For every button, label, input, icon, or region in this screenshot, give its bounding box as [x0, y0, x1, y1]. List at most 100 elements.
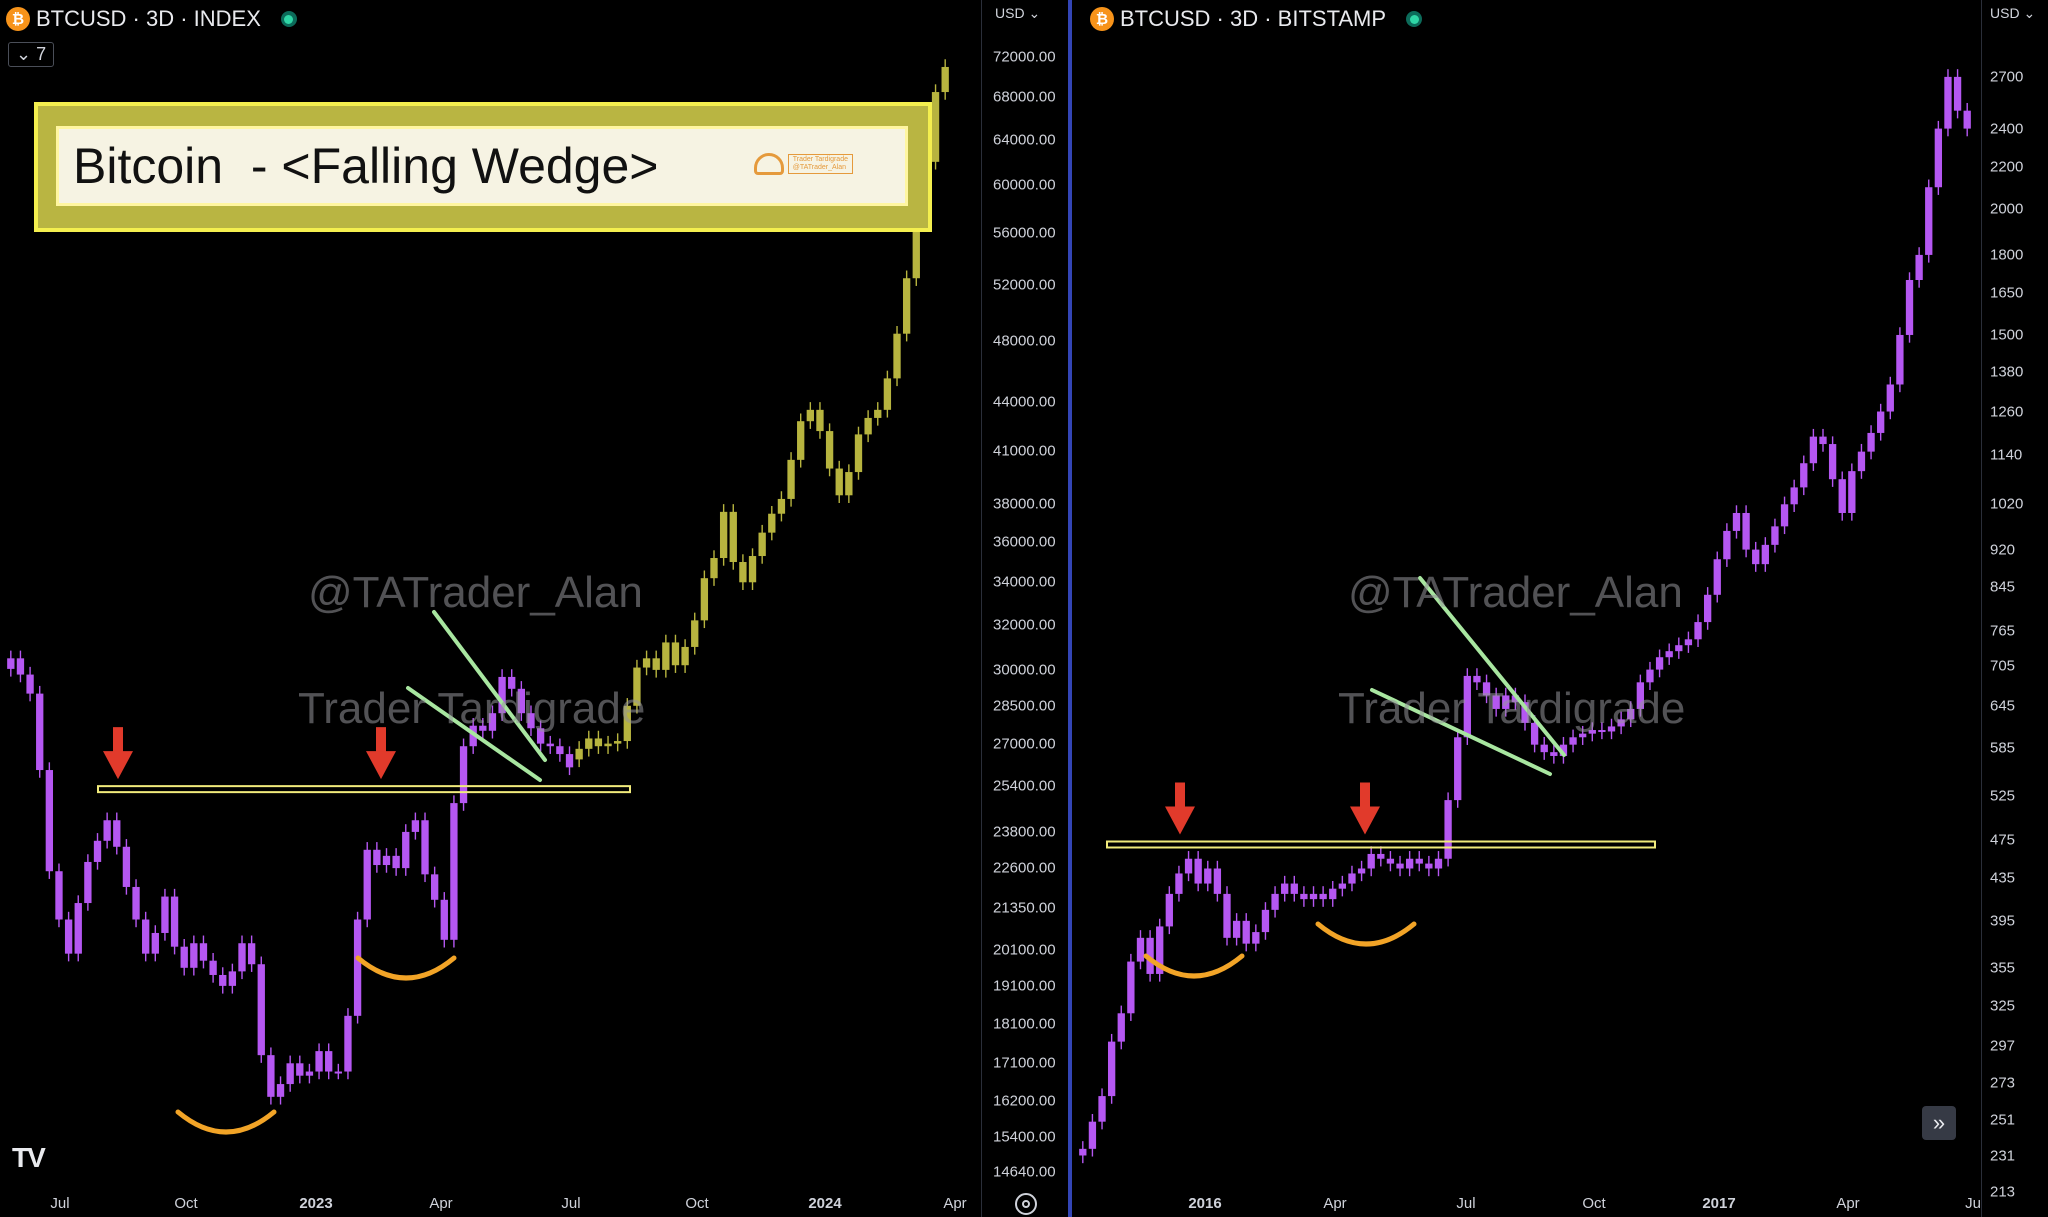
- candle-body: [729, 511, 737, 563]
- candle-body: [1107, 1041, 1116, 1097]
- left-symbol-header[interactable]: ₿ BTCUSD · 3D · INDEX: [6, 6, 297, 32]
- candle-body: [748, 556, 757, 583]
- candle-body: [1098, 1096, 1106, 1122]
- candle-body: [1684, 639, 1693, 646]
- left-price-tick: 68000.00: [993, 88, 1056, 106]
- candle-body: [1290, 883, 1298, 894]
- left-time-tick: 2024: [808, 1195, 842, 1212]
- left-currency-selector[interactable]: USD ⌄: [995, 5, 1040, 22]
- candle-body: [411, 820, 420, 832]
- candle-body: [1165, 893, 1173, 927]
- wedge-line[interactable]: [432, 610, 547, 762]
- candle-body: [488, 713, 497, 731]
- candle-body: [1886, 384, 1894, 412]
- left-chart-panel[interactable]: ₿ BTCUSD · 3D · INDEX ⌄ 7 USD ⌄ Bitcoin …: [0, 0, 1070, 1217]
- candle-body: [363, 849, 371, 920]
- candle-body: [517, 688, 526, 714]
- left-price-tick: 20100.00: [993, 941, 1056, 959]
- candle-body: [132, 886, 140, 920]
- candle-body: [1213, 868, 1222, 894]
- candle-body: [199, 943, 208, 961]
- left-symbol-label: BTCUSD · 3D · INDEX: [36, 6, 261, 31]
- candle-body: [1184, 858, 1193, 874]
- candle-body: [103, 820, 111, 841]
- candle-body: [575, 748, 583, 760]
- left-price-tick: 19100.00: [993, 977, 1056, 995]
- candle-body: [1617, 719, 1625, 727]
- candle-body: [151, 932, 159, 954]
- candle-body: [854, 434, 863, 473]
- left-price-tick: 16200.00: [993, 1092, 1056, 1110]
- candle-body: [1559, 744, 1568, 756]
- candle-body: [1223, 893, 1231, 938]
- candle-body: [1963, 110, 1971, 129]
- orange-arc: [355, 955, 457, 981]
- double-chevron-right-icon[interactable]: »: [1922, 1106, 1956, 1140]
- right-chart-panel[interactable]: ₿ BTCUSD · 3D · BITSTAMP USD ⌄ @TATrader…: [1072, 0, 2048, 1217]
- left-price-tick: 30000.00: [993, 661, 1056, 679]
- left-price-tick: 52000.00: [993, 276, 1056, 294]
- candle-body: [893, 333, 901, 379]
- logo-line-2: @TATrader_Alan: [792, 164, 847, 171]
- candle-body: [1530, 722, 1539, 745]
- candle-body: [1319, 893, 1327, 900]
- right-currency-selector[interactable]: USD ⌄: [1990, 5, 2035, 22]
- panel-divider[interactable]: [1068, 0, 1073, 1217]
- candle-body: [440, 899, 448, 940]
- orange-arc: [175, 1109, 277, 1135]
- candle-body: [305, 1071, 314, 1076]
- candle-body: [633, 667, 641, 706]
- wedge-line[interactable]: [1418, 576, 1566, 757]
- left-price-tick: 21350.00: [993, 899, 1056, 917]
- red-arrow-down: [1175, 782, 1185, 811]
- resistance-line[interactable]: [97, 785, 631, 794]
- right-price-tick: 2400: [1990, 120, 2024, 138]
- wedge-line[interactable]: [406, 686, 542, 782]
- wedge-line[interactable]: [1370, 688, 1552, 776]
- candle-body: [719, 511, 728, 559]
- right-price-tick: 1650: [1990, 284, 2024, 302]
- left-chart-canvas[interactable]: [0, 0, 1070, 1217]
- watermark-brand: Trader Tardigrade: [1338, 684, 1686, 733]
- candle-body: [874, 409, 882, 418]
- left-time-tick: Oct: [174, 1195, 198, 1212]
- right-time-tick: Oct: [1582, 1195, 1606, 1212]
- candle-body: [373, 849, 381, 866]
- candle-body: [1694, 622, 1702, 640]
- right-price-tick: 213: [1990, 1183, 2016, 1201]
- candle-body: [219, 974, 227, 986]
- resistance-line[interactable]: [1106, 840, 1656, 849]
- candle-body: [170, 896, 179, 947]
- candle-body: [64, 919, 73, 954]
- right-symbol-header[interactable]: ₿ BTCUSD · 3D · BITSTAMP: [1090, 6, 1423, 32]
- left-price-tick: 60000.00: [993, 176, 1056, 194]
- candle-body: [16, 658, 25, 675]
- watermark-brand: Trader Tardigrade: [298, 684, 646, 733]
- candle-body: [1540, 744, 1548, 753]
- candle-body: [1175, 873, 1183, 894]
- candle-body: [161, 896, 169, 933]
- candle-body: [190, 943, 198, 968]
- collapse-indicators-button[interactable]: ⌄ 7: [8, 42, 55, 67]
- candle-body: [1088, 1121, 1097, 1149]
- logo-card: Trader Tardigrade @TATrader_Alan: [787, 154, 853, 174]
- red-arrow-down-head: [1350, 806, 1380, 835]
- indicator-count: 7: [36, 44, 47, 64]
- right-time-tick: 2017: [1702, 1195, 1736, 1212]
- candle-body: [142, 919, 150, 954]
- candle-body: [498, 676, 506, 714]
- candle-body: [1194, 858, 1202, 884]
- candle-body: [565, 754, 574, 768]
- right-chart-canvas[interactable]: [1072, 0, 2048, 1217]
- left-price-tick: 28500.00: [993, 697, 1056, 715]
- candle-body: [825, 431, 834, 469]
- candle-body: [1146, 937, 1154, 974]
- candle-body: [459, 746, 468, 804]
- left-price-tick: 56000.00: [993, 224, 1056, 242]
- candle-body: [84, 861, 92, 904]
- candle-body: [1463, 675, 1471, 738]
- candle-body: [1819, 436, 1827, 445]
- gear-icon[interactable]: [1015, 1193, 1037, 1215]
- candle-body: [267, 1055, 275, 1097]
- tradingview-logo-icon[interactable]: TV: [12, 1142, 46, 1173]
